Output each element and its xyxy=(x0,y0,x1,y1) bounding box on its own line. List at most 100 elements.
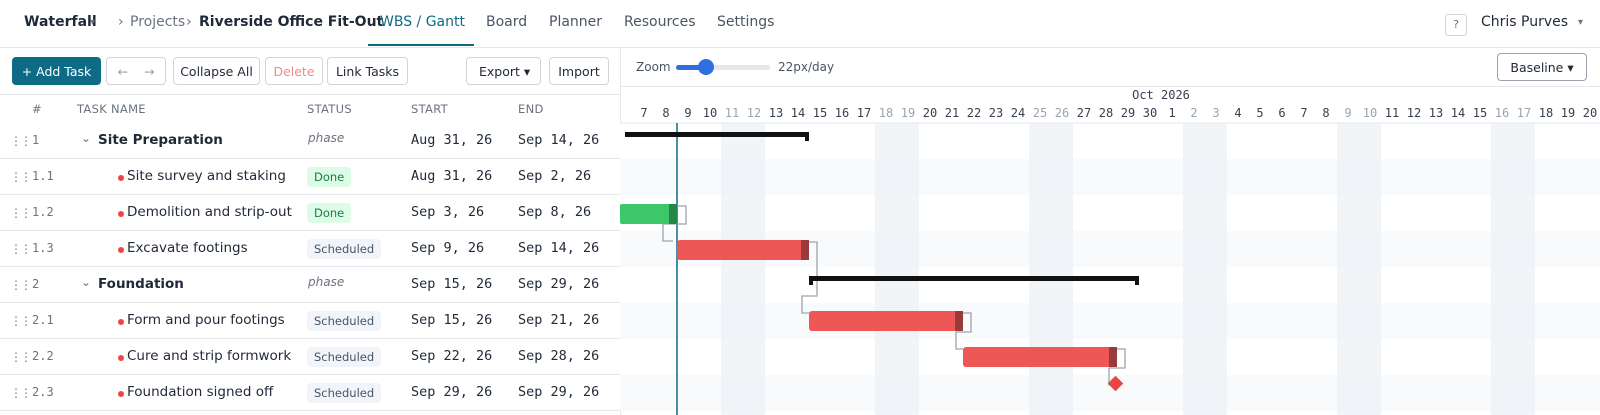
tab[interactable]: Board xyxy=(486,14,528,30)
breadcrumb-sep: › xyxy=(118,14,124,30)
tab[interactable]: WBS / Gantt xyxy=(380,14,465,30)
column-header: STATUS xyxy=(307,102,352,116)
task-bar xyxy=(963,347,1117,367)
task-name: Foundation xyxy=(98,276,184,292)
day-label: 23 xyxy=(989,106,1003,120)
day-label: 9 xyxy=(684,106,691,120)
day-label: 19 xyxy=(901,106,915,120)
link-button[interactable]: Link Tasks xyxy=(327,57,408,85)
day-label: 16 xyxy=(835,106,849,120)
status: phase xyxy=(308,131,345,145)
phase-bar xyxy=(625,132,809,141)
baseline-label: Baseline xyxy=(1510,60,1564,75)
day-label: 11 xyxy=(1385,106,1399,120)
zoom-track xyxy=(676,65,770,70)
gantt-row xyxy=(620,267,1600,303)
day-label: 24 xyxy=(1011,106,1025,120)
row-id: 1.3 xyxy=(32,241,54,255)
gantt-row xyxy=(620,303,1600,339)
day-label: 19 xyxy=(1561,106,1575,120)
gantt: 7 8 9 10 11 12 13 14 15 16 17 18 19 20 21 22 23 24 25 26 27 2… xyxy=(620,88,1600,415)
breadcrumb-sep: › xyxy=(186,14,192,30)
day-label: 9 xyxy=(1344,106,1351,120)
export-button[interactable]: Export ▾ xyxy=(466,57,541,85)
weekend-column xyxy=(875,123,897,415)
day-label: 16 xyxy=(1495,106,1509,120)
phase-bar xyxy=(809,276,1139,285)
drag-handle: ⋮⋮ xyxy=(10,278,32,292)
day-label: 30 xyxy=(1143,106,1157,120)
day-label: 20 xyxy=(1583,106,1597,120)
start-date: Aug 31, 26 xyxy=(411,132,493,148)
baseline-button[interactable]: Baseline ▾ xyxy=(1497,53,1587,81)
task-dot xyxy=(118,247,124,253)
tab[interactable]: Planner xyxy=(549,14,603,30)
end-date: Sep 2, 26 xyxy=(518,168,592,184)
breadcrumb[interactable]: Projects xyxy=(130,14,186,30)
status: phase xyxy=(308,275,345,289)
milestone xyxy=(1107,375,1124,392)
tab[interactable]: Resources xyxy=(624,14,696,30)
collapse-button[interactable]: Collapse All xyxy=(173,57,260,85)
task-name: Site Preparation xyxy=(98,132,223,148)
day-label: 5 xyxy=(1256,106,1263,120)
task-dot xyxy=(118,391,124,397)
delete-button[interactable]: Delete xyxy=(265,57,323,85)
collapse-chevron: ⌄ xyxy=(81,131,92,145)
day-label: 18 xyxy=(879,106,893,120)
day-label: 18 xyxy=(1539,106,1553,120)
drag-handle: ⋮⋮ xyxy=(10,134,32,148)
gantt-row xyxy=(620,375,1600,411)
status: Done xyxy=(307,203,352,223)
task-name: Form and pour footings xyxy=(127,312,285,328)
day-label: 20 xyxy=(923,106,937,120)
row-divider xyxy=(0,266,620,267)
day-label: 28 xyxy=(1099,106,1113,120)
weekend-column xyxy=(1491,123,1513,415)
help-button[interactable]: ? xyxy=(1445,14,1467,36)
end-date: Sep 14, 26 xyxy=(518,240,600,256)
task-bar xyxy=(809,311,963,331)
day-label: 14 xyxy=(791,106,805,120)
column-header: # xyxy=(32,102,42,116)
nav-arrows[interactable]: ← → xyxy=(106,57,166,85)
row-divider xyxy=(0,410,620,411)
collapse-chevron: ⌄ xyxy=(81,275,92,289)
task-dot xyxy=(118,355,124,361)
row-id: 2.2 xyxy=(32,349,54,363)
breadcrumb[interactable]: Riverside Office Fit-Out xyxy=(199,14,384,30)
status: Scheduled xyxy=(307,311,382,331)
brand[interactable]: Waterfall xyxy=(24,14,97,30)
drag-handle: ⋮⋮ xyxy=(10,314,32,328)
end-date: Sep 14, 26 xyxy=(518,132,600,148)
tab[interactable]: Settings xyxy=(717,14,775,30)
month-label: Oct 2026 xyxy=(1132,88,1190,102)
user-menu[interactable]: Chris Purves xyxy=(1481,14,1569,30)
row-id: 2.3 xyxy=(32,385,54,399)
user-caret: ▾ xyxy=(1578,17,1584,28)
weekend-column xyxy=(1029,123,1051,415)
row-divider xyxy=(0,158,620,159)
day-label: 11 xyxy=(725,106,739,120)
zoom-handle[interactable] xyxy=(698,59,714,75)
add-task-button[interactable]: + Add Task xyxy=(12,57,101,85)
start-date: Sep 9, 26 xyxy=(411,240,485,256)
drag-handle: ⋮⋮ xyxy=(10,242,32,256)
day-label: 15 xyxy=(813,106,827,120)
gantt-bars xyxy=(620,123,1139,415)
day-label: 10 xyxy=(1363,106,1377,120)
task-name: Cure and strip formwork xyxy=(127,348,292,364)
status: Done xyxy=(307,167,352,187)
gantt-row xyxy=(620,195,1600,231)
day-label: 25 xyxy=(1033,106,1047,120)
top-nav: Waterfall ▾ › Projects › Riverside Offic… xyxy=(0,0,1600,48)
divider xyxy=(0,94,620,95)
end-date: Sep 29, 26 xyxy=(518,276,600,292)
import-button[interactable]: Import xyxy=(549,57,609,85)
start-date: Sep 22, 26 xyxy=(411,348,493,364)
status: Scheduled xyxy=(307,239,382,259)
zoom-label: Zoom xyxy=(636,60,671,74)
weekend-column xyxy=(1183,123,1205,415)
task-name: Foundation signed off xyxy=(127,384,274,400)
day-label: 27 xyxy=(1077,106,1091,120)
